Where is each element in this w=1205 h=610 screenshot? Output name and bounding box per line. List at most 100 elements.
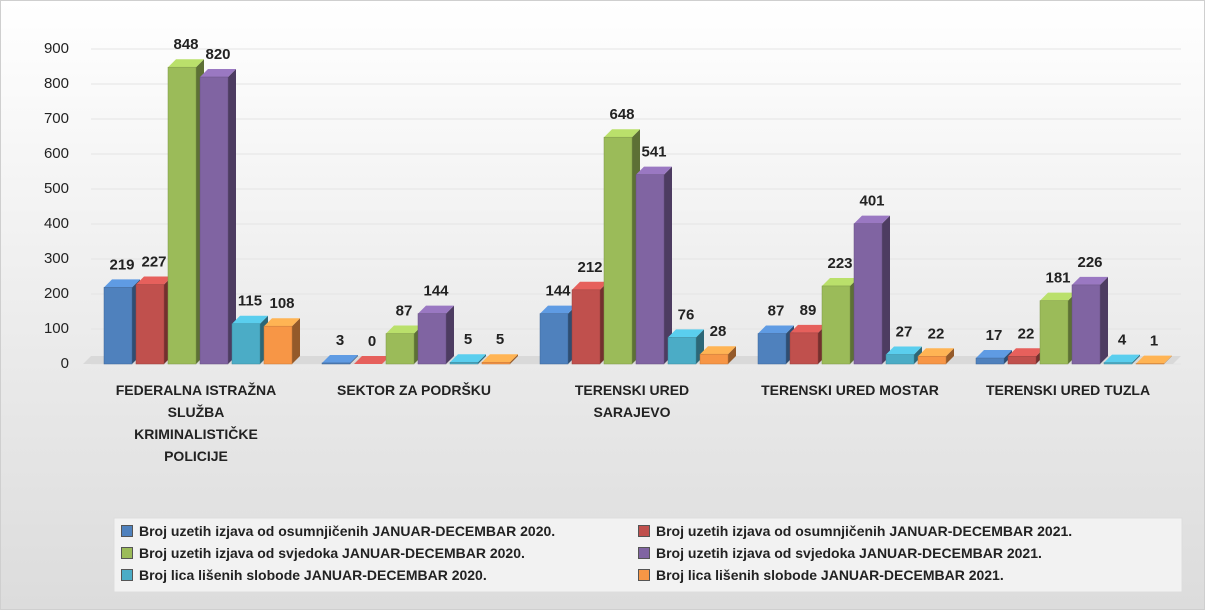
bar [1039,300,1069,365]
bar [135,284,165,365]
data-label: 144 [423,283,449,300]
bar-top [418,305,454,314]
y-tick-label: 400 [44,215,69,232]
bar [853,223,883,365]
legend-item: Broj uzetih izjava od svjedoka JANUAR-DE… [121,545,525,561]
bar-top [232,315,268,324]
data-label: 1 [1150,333,1158,350]
data-label: 87 [768,303,785,320]
bar [199,76,229,365]
legend-label: Broj lica lišenih slobode JANUAR-DECEMBA… [656,567,1004,583]
bar-top [758,325,794,334]
bar [449,362,479,365]
bar-top [822,277,858,286]
legend-swatch [638,569,650,581]
y-tick-label: 200 [44,285,69,302]
data-label: 5 [496,331,504,348]
bar [821,285,851,365]
bar [757,333,787,365]
y-tick-label: 500 [44,180,69,197]
x-tick-label: TERENSKI URED SARAJEVO [574,382,690,420]
bar-top [854,215,890,224]
bar-side [1164,355,1172,364]
bar-top [668,329,704,338]
legend-item: Broj uzetih izjava od svjedoka JANUAR-DE… [638,545,1042,561]
x-tick-label: TERENSKI URED MOSTAR [761,382,939,398]
bar [321,362,351,365]
bar [667,337,697,365]
x-tick-label: FEDERALNA ISTRAŽNA SLUŽBA KRIMINALISTIČK… [115,382,277,464]
legend-label: Broj lica lišenih slobode JANUAR-DECEMBA… [139,567,487,583]
data-label: 820 [205,46,230,63]
bar [571,289,601,365]
data-label: 848 [173,36,198,53]
bar-top [200,69,236,77]
legend-label: Broj uzetih izjava od svjedoka JANUAR-DE… [139,545,525,561]
legend-swatch [638,547,650,559]
bar [975,357,1005,365]
data-label: 648 [609,106,634,123]
bar-side [882,215,890,364]
bar-side [446,305,454,364]
x-tick-label: SEKTOR ZA PODRŠKU [336,382,491,398]
legend-label: Broj uzetih izjava od osumnjičenih JANUA… [656,523,1073,539]
bar [263,325,293,365]
legend-item: Broj uzetih izjava od osumnjičenih JANUA… [121,523,555,539]
data-label: 115 [238,293,262,310]
bar-top [572,281,608,290]
bar-side [1132,354,1140,364]
bar-side [228,69,236,364]
data-label: 219 [109,256,134,273]
bar [539,313,569,365]
data-label: 3 [336,332,344,349]
bar-side [914,346,922,364]
y-tick-label: 0 [61,355,69,372]
bar [167,66,197,365]
bar-side [510,354,518,364]
bar-top [1008,348,1044,357]
legend-item: Broj uzetih izjava od osumnjičenih JANUA… [638,523,1072,539]
data-label: 22 [1018,325,1035,342]
legend-item: Broj lica lišenih slobode JANUAR-DECEMBA… [638,567,1004,583]
legend-item: Broj lica lišenih slobode JANUAR-DECEMBA… [121,567,487,583]
bar [789,332,819,365]
bar-top [886,346,922,355]
data-label: 89 [800,302,817,319]
bar [103,287,133,365]
data-label: 76 [678,306,695,323]
bar [1103,362,1133,365]
data-label: 87 [396,303,413,320]
data-label: 28 [710,323,727,340]
data-label: 541 [641,144,666,161]
bar-top [604,129,640,138]
bar-top [264,318,300,327]
bar-side [292,318,300,364]
bar-top [354,356,390,364]
bar-top [636,166,672,175]
bar-top [1040,292,1076,301]
bar-side [478,354,486,364]
bar [917,356,947,365]
bar [635,174,665,365]
bar [1007,356,1037,365]
bar-side [728,346,736,364]
bar-side [946,348,954,364]
data-label: 17 [986,327,1003,344]
data-label: 212 [577,259,602,276]
data-label: 226 [1077,254,1102,271]
bar [385,333,415,365]
bar-side [664,166,672,364]
legend-label: Broj uzetih izjava od osumnjičenih JANUA… [139,523,556,539]
bar [417,313,447,365]
bar-top [700,346,736,355]
bar-top [918,348,954,357]
data-label: 223 [827,255,852,272]
bar-side [350,354,358,364]
bar-top [386,325,422,334]
y-tick-label: 100 [44,320,69,337]
bar-top [540,305,576,314]
data-label: 108 [269,295,294,312]
y-tick-label: 700 [44,110,69,127]
